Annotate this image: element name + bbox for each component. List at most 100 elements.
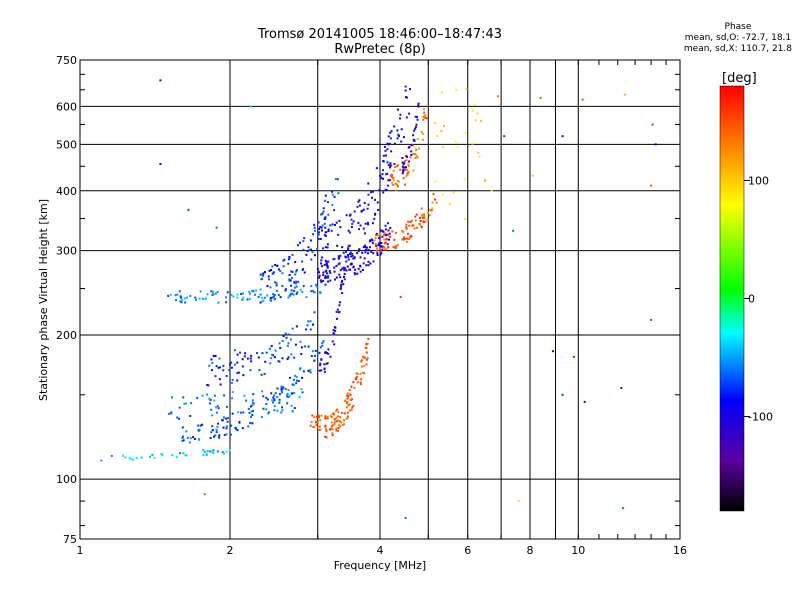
- data-point: [324, 226, 327, 229]
- data-point: [230, 424, 233, 427]
- data-point: [396, 183, 399, 186]
- data-point: [406, 96, 409, 99]
- data-point: [288, 255, 291, 258]
- data-point: [320, 414, 323, 417]
- data-point: [408, 224, 411, 227]
- data-point: [395, 189, 398, 192]
- data-point: [348, 268, 351, 271]
- data-point: [405, 116, 408, 119]
- data-point: [320, 281, 323, 284]
- data-point: [210, 290, 213, 293]
- data-point: [386, 243, 389, 246]
- data-point: [260, 296, 263, 299]
- data-point: [140, 456, 143, 459]
- data-point: [323, 234, 326, 237]
- data-point: [205, 452, 208, 455]
- data-point: [583, 400, 586, 403]
- data-point: [327, 228, 330, 231]
- data-point: [282, 386, 285, 389]
- data-point: [236, 372, 239, 375]
- data-point: [275, 282, 278, 285]
- data-point: [188, 441, 191, 444]
- data-point: [410, 144, 413, 147]
- data-point: [375, 234, 378, 237]
- data-point: [268, 347, 271, 350]
- data-point: [290, 353, 293, 356]
- data-point: [367, 203, 370, 206]
- data-point: [237, 411, 240, 414]
- data-point: [234, 428, 237, 431]
- data-point: [251, 404, 254, 407]
- data-point: [339, 301, 342, 304]
- y-tick-label: 75: [63, 533, 77, 546]
- data-point: [417, 104, 420, 107]
- data-point: [326, 243, 329, 246]
- data-point: [407, 146, 410, 149]
- data-point: [297, 280, 300, 283]
- data-point: [364, 246, 367, 249]
- data-point: [327, 230, 330, 233]
- data-point: [403, 166, 406, 169]
- data-point: [336, 415, 339, 418]
- data-point: [317, 233, 320, 236]
- data-point: [184, 301, 187, 304]
- data-point: [366, 207, 369, 210]
- data-point: [370, 238, 373, 241]
- data-point: [352, 381, 355, 384]
- data-point: [376, 201, 379, 204]
- data-point: [352, 220, 355, 223]
- data-point: [315, 423, 318, 426]
- data-point: [324, 270, 327, 273]
- data-point: [274, 264, 277, 267]
- data-point: [252, 410, 255, 413]
- data-point: [365, 246, 368, 249]
- data-point: [275, 284, 278, 287]
- data-point: [410, 235, 413, 238]
- data-point: [440, 129, 443, 132]
- data-point: [392, 245, 395, 248]
- data-point: [189, 294, 192, 297]
- data-point: [213, 399, 216, 402]
- data-point: [414, 156, 417, 159]
- data-point: [321, 342, 324, 345]
- data-point: [222, 426, 225, 429]
- data-point: [352, 404, 355, 407]
- data-point: [334, 177, 337, 180]
- data-point: [384, 228, 387, 231]
- data-point: [326, 246, 329, 249]
- data-point: [398, 117, 401, 120]
- data-point: [129, 458, 132, 461]
- data-point: [334, 329, 337, 332]
- data-point: [217, 301, 220, 304]
- colorbar-ticks: 100 0 -100: [744, 174, 773, 424]
- data-point: [330, 425, 333, 428]
- data-point: [324, 246, 327, 249]
- data-point: [215, 365, 218, 368]
- data-point: [210, 369, 213, 372]
- data-point: [325, 417, 328, 420]
- data-point: [286, 395, 289, 398]
- data-point: [222, 394, 225, 397]
- data-point: [330, 229, 333, 232]
- data-point: [407, 163, 410, 166]
- data-point: [275, 289, 278, 292]
- data-point: [373, 217, 376, 220]
- data-point: [346, 417, 349, 420]
- data-point: [294, 261, 297, 264]
- data-point: [294, 374, 297, 377]
- x-tick-label: 4: [377, 544, 384, 557]
- data-point: [208, 364, 211, 367]
- data-point: [329, 279, 332, 282]
- data-point: [281, 284, 284, 287]
- data-point: [288, 273, 291, 276]
- data-point: [386, 161, 389, 164]
- data-point: [211, 290, 214, 293]
- data-point: [531, 174, 534, 177]
- data-point: [382, 191, 385, 194]
- data-point: [318, 416, 321, 419]
- data-point: [409, 220, 412, 223]
- data-point: [178, 417, 181, 420]
- data-point: [378, 237, 381, 240]
- data-point: [359, 265, 362, 268]
- data-point: [383, 233, 386, 236]
